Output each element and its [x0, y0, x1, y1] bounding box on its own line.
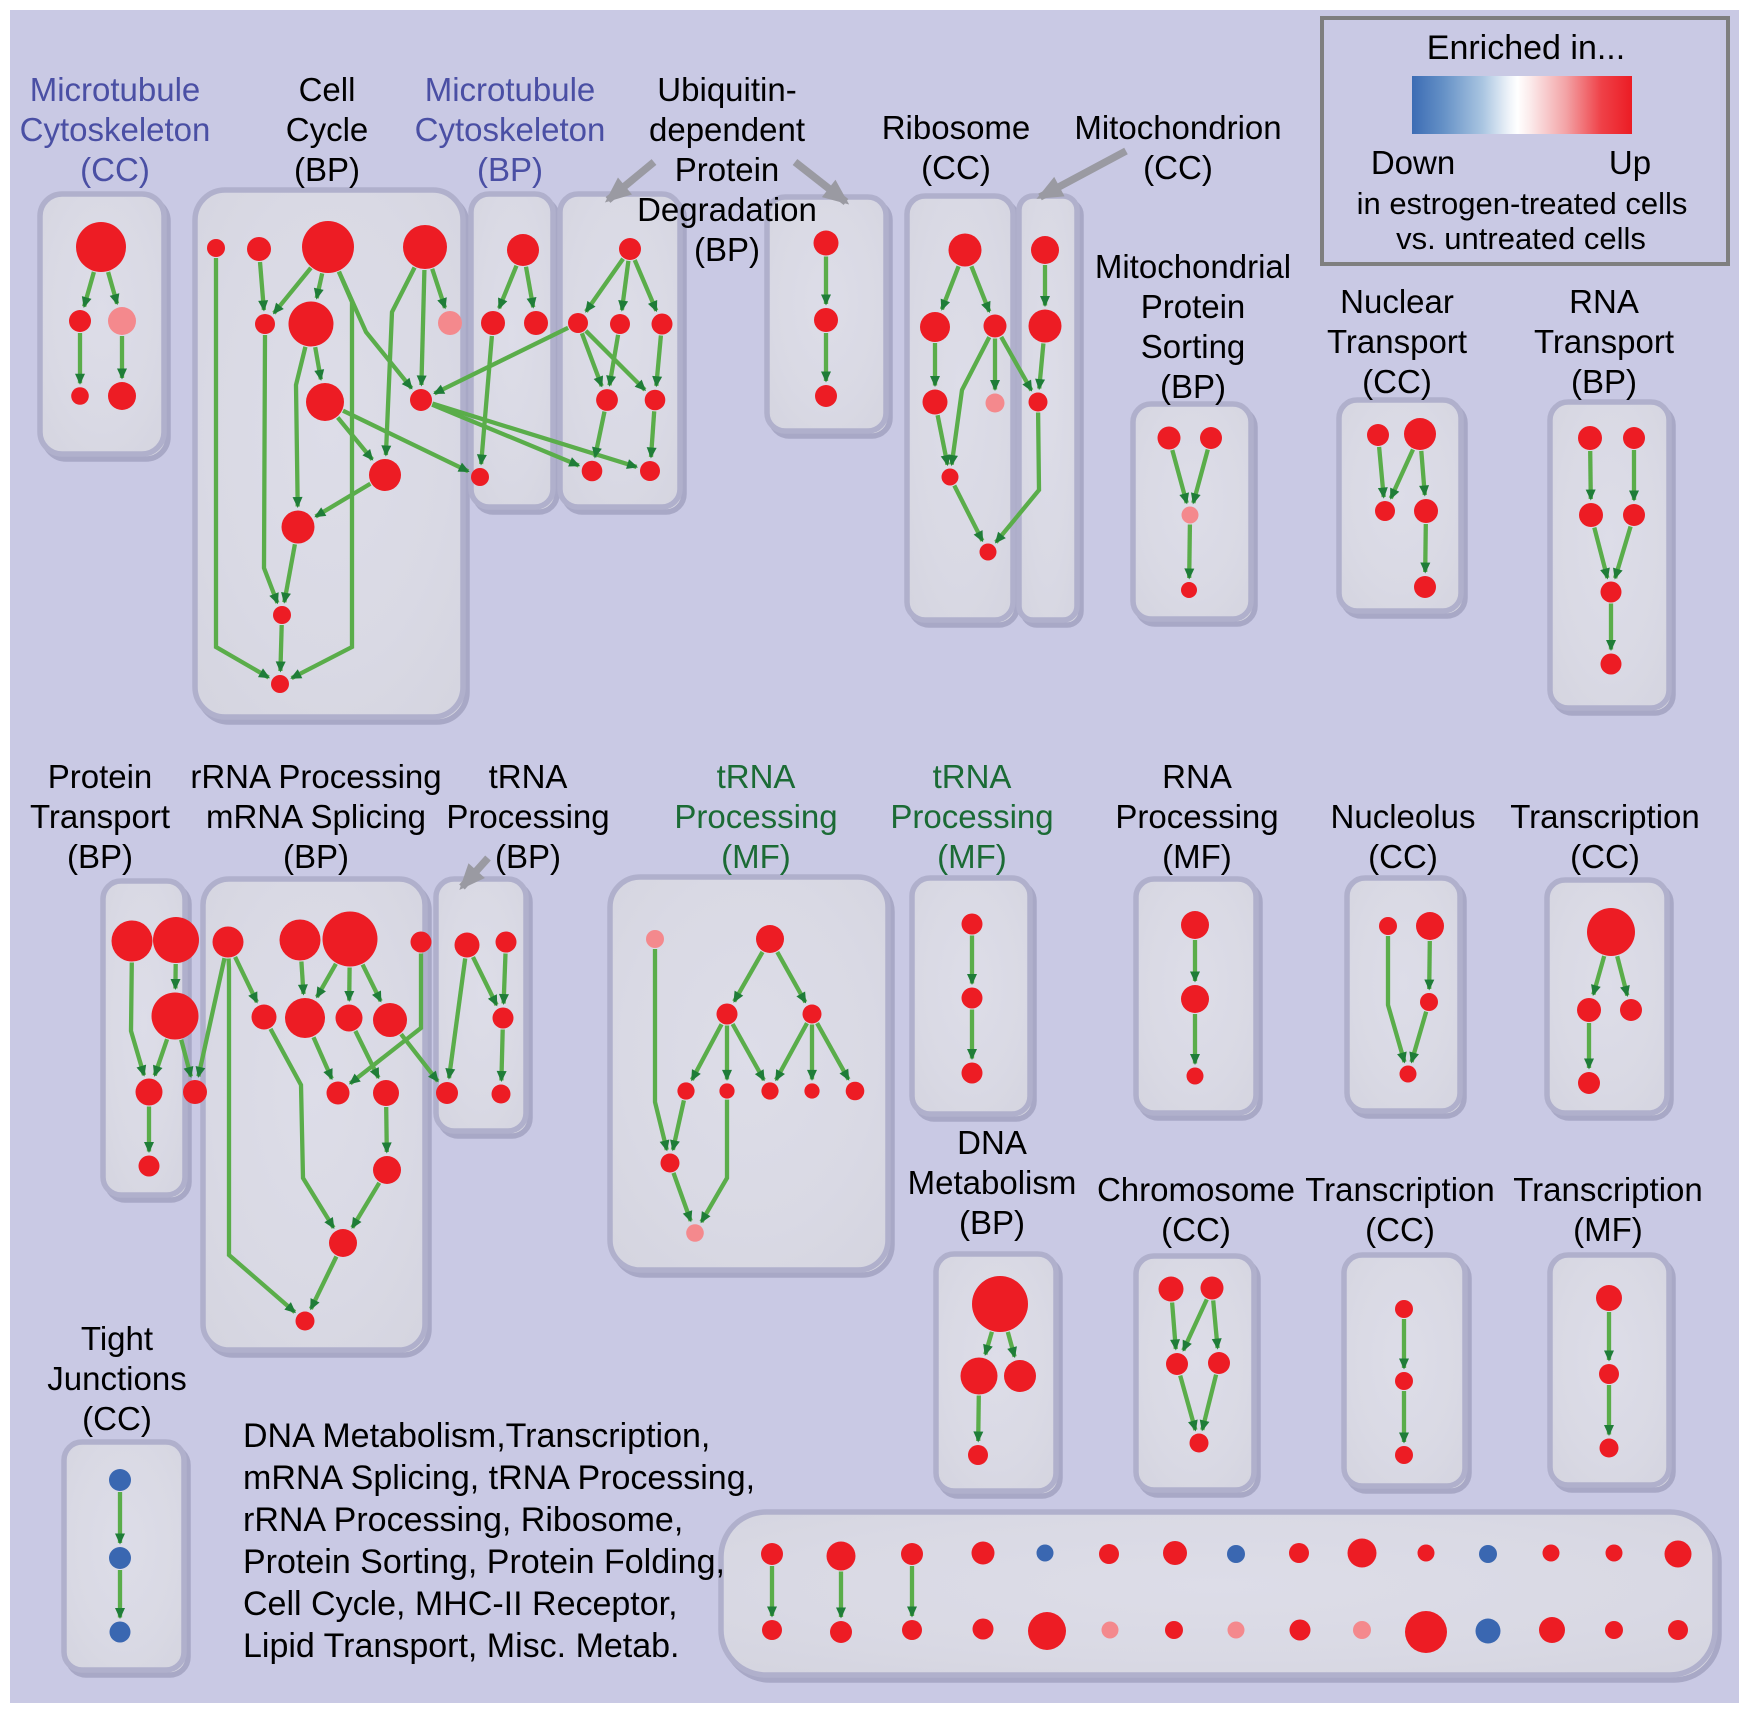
svg-text:Transport: Transport [1534, 323, 1674, 360]
svg-text:Microtubule: Microtubule [425, 71, 596, 108]
svg-text:Protein Sorting, Protein Foldi: Protein Sorting, Protein Folding, [243, 1543, 725, 1581]
svg-text:Cytoskeleton: Cytoskeleton [20, 111, 211, 148]
svg-text:Down: Down [1371, 144, 1455, 181]
svg-text:Protein: Protein [675, 151, 780, 188]
svg-text:(MF): (MF) [721, 838, 791, 875]
svg-text:dependent: dependent [649, 111, 805, 148]
svg-text:Microtubule: Microtubule [30, 71, 201, 108]
svg-text:RNA: RNA [1569, 283, 1639, 320]
svg-text:(BP): (BP) [477, 151, 543, 188]
svg-text:Ubiquitin-: Ubiquitin- [657, 71, 796, 108]
svg-text:(BP): (BP) [67, 838, 133, 875]
svg-text:Sorting: Sorting [1141, 328, 1246, 365]
svg-text:Tight: Tight [81, 1320, 153, 1357]
svg-text:Cell Cycle, MHC-II Receptor,: Cell Cycle, MHC-II Receptor, [243, 1585, 678, 1623]
svg-text:Lipid Transport, Misc. Metab.: Lipid Transport, Misc. Metab. [243, 1627, 680, 1665]
svg-text:(CC): (CC) [80, 151, 150, 188]
svg-text:RNA: RNA [1162, 758, 1232, 795]
svg-text:Cycle: Cycle [286, 111, 369, 148]
svg-text:(BP): (BP) [1160, 368, 1226, 405]
svg-text:Processing: Processing [890, 798, 1053, 835]
svg-text:mRNA Splicing, tRNA Processing: mRNA Splicing, tRNA Processing, [243, 1459, 755, 1497]
svg-text:Mitochondrion: Mitochondrion [1074, 109, 1281, 146]
svg-text:Cell: Cell [299, 71, 356, 108]
svg-text:(MF): (MF) [1573, 1211, 1643, 1248]
svg-text:Protein: Protein [1141, 288, 1246, 325]
svg-text:Transport: Transport [1327, 323, 1467, 360]
svg-text:tRNA: tRNA [489, 758, 568, 795]
svg-text:in estrogen-treated cells: in estrogen-treated cells [1357, 186, 1688, 221]
svg-text:Processing: Processing [446, 798, 609, 835]
svg-text:Enriched in...: Enriched in... [1427, 29, 1625, 67]
svg-text:Transcription: Transcription [1305, 1171, 1495, 1208]
svg-text:(CC): (CC) [1362, 363, 1432, 400]
svg-text:(CC): (CC) [1570, 838, 1640, 875]
svg-text:(MF): (MF) [1162, 838, 1232, 875]
svg-text:Protein: Protein [48, 758, 153, 795]
svg-text:Mitochondrial: Mitochondrial [1095, 248, 1291, 285]
svg-text:tRNA: tRNA [933, 758, 1012, 795]
svg-text:(MF): (MF) [937, 838, 1007, 875]
svg-text:Transcription: Transcription [1513, 1171, 1703, 1208]
svg-text:Chromosome: Chromosome [1097, 1171, 1295, 1208]
svg-text:(CC): (CC) [82, 1400, 152, 1437]
svg-text:Junctions: Junctions [47, 1360, 186, 1397]
svg-text:Processing: Processing [1115, 798, 1278, 835]
svg-text:Degradation: Degradation [637, 191, 817, 228]
svg-text:(BP): (BP) [959, 1204, 1025, 1241]
svg-text:Up: Up [1609, 144, 1651, 181]
svg-text:(BP): (BP) [294, 151, 360, 188]
svg-text:Ribosome: Ribosome [882, 109, 1031, 146]
svg-text:Metabolism: Metabolism [908, 1164, 1077, 1201]
svg-text:Cytoskeleton: Cytoskeleton [415, 111, 606, 148]
svg-text:(BP): (BP) [495, 838, 561, 875]
svg-text:Processing: Processing [674, 798, 837, 835]
svg-text:Nuclear: Nuclear [1340, 283, 1454, 320]
svg-text:(BP): (BP) [283, 838, 349, 875]
svg-text:rRNA Processing, Ribosome,: rRNA Processing, Ribosome, [243, 1501, 683, 1539]
svg-text:Transport: Transport [30, 798, 170, 835]
svg-text:(BP): (BP) [1571, 363, 1637, 400]
svg-text:tRNA: tRNA [717, 758, 796, 795]
svg-text:rRNA Processing: rRNA Processing [190, 758, 441, 795]
svg-text:DNA: DNA [957, 1124, 1027, 1161]
svg-text:Nucleolus: Nucleolus [1331, 798, 1476, 835]
svg-text:(CC): (CC) [921, 149, 991, 186]
svg-text:Transcription: Transcription [1510, 798, 1700, 835]
svg-text:(CC): (CC) [1161, 1211, 1231, 1248]
svg-text:(CC): (CC) [1143, 149, 1213, 186]
svg-text:(CC): (CC) [1368, 838, 1438, 875]
svg-text:mRNA Splicing: mRNA Splicing [206, 798, 426, 835]
svg-text:(BP): (BP) [694, 231, 760, 268]
svg-text:vs. untreated cells: vs. untreated cells [1396, 221, 1646, 256]
svg-text:(CC): (CC) [1365, 1211, 1435, 1248]
svg-text:DNA Metabolism,Transcription,: DNA Metabolism,Transcription, [243, 1417, 710, 1455]
